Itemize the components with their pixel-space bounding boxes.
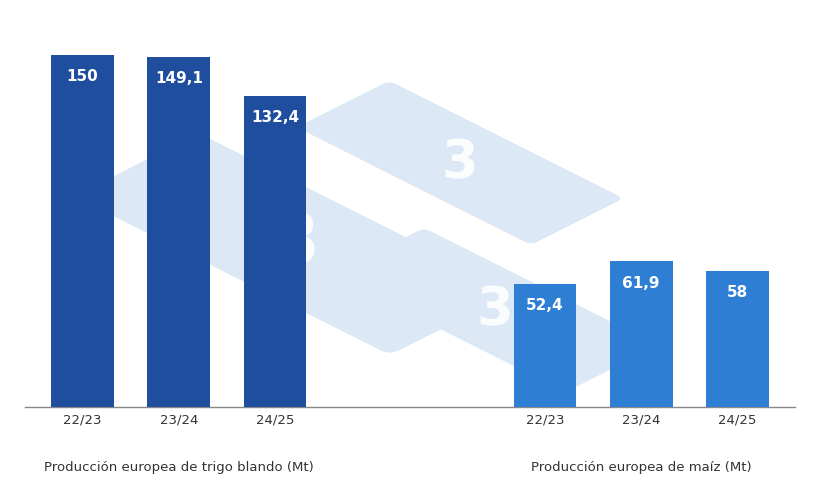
Text: Producción europea de maíz (Mt): Producción europea de maíz (Mt)	[530, 461, 751, 474]
Text: 3: 3	[269, 210, 319, 279]
FancyBboxPatch shape	[334, 229, 654, 391]
Text: 3: 3	[441, 137, 478, 189]
Bar	[147, 57, 210, 407]
Bar	[609, 262, 672, 407]
Text: 3: 3	[476, 284, 513, 336]
Text: 149,1: 149,1	[155, 71, 202, 86]
Text: 52,4: 52,4	[526, 298, 563, 313]
Text: Producción europea de trigo blando (Mt): Producción europea de trigo blando (Mt)	[44, 461, 313, 474]
Text: 58: 58	[726, 285, 747, 300]
FancyBboxPatch shape	[79, 136, 509, 353]
Bar	[705, 270, 768, 407]
Text: 61,9: 61,9	[622, 275, 659, 291]
Bar	[51, 55, 114, 407]
Bar	[243, 96, 306, 407]
Text: 150: 150	[66, 69, 98, 84]
Text: 132,4: 132,4	[251, 110, 299, 125]
Bar	[513, 284, 576, 407]
FancyBboxPatch shape	[300, 82, 619, 243]
